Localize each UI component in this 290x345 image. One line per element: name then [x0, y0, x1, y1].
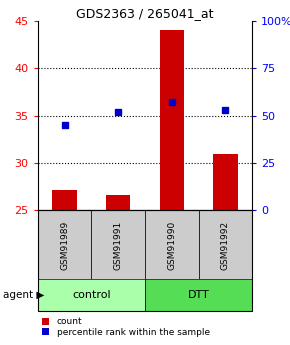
Text: control: control — [72, 290, 111, 300]
Title: GDS2363 / 265041_at: GDS2363 / 265041_at — [76, 7, 214, 20]
Bar — [38, 210, 91, 279]
Text: DTT: DTT — [188, 290, 209, 300]
Text: GSM91991: GSM91991 — [114, 220, 123, 269]
Legend: count, percentile rank within the sample: count, percentile rank within the sample — [42, 317, 210, 337]
Bar — [145, 279, 252, 311]
Text: GSM91990: GSM91990 — [167, 220, 176, 269]
Bar — [52, 189, 77, 210]
Text: GSM91992: GSM91992 — [221, 220, 230, 269]
Bar — [160, 30, 184, 210]
Bar — [213, 154, 238, 210]
Bar — [199, 210, 252, 279]
Bar — [38, 279, 145, 311]
Bar — [106, 195, 130, 210]
Bar — [91, 210, 145, 279]
Text: GSM91989: GSM91989 — [60, 220, 69, 269]
Bar — [145, 210, 199, 279]
Text: agent ▶: agent ▶ — [3, 290, 44, 300]
